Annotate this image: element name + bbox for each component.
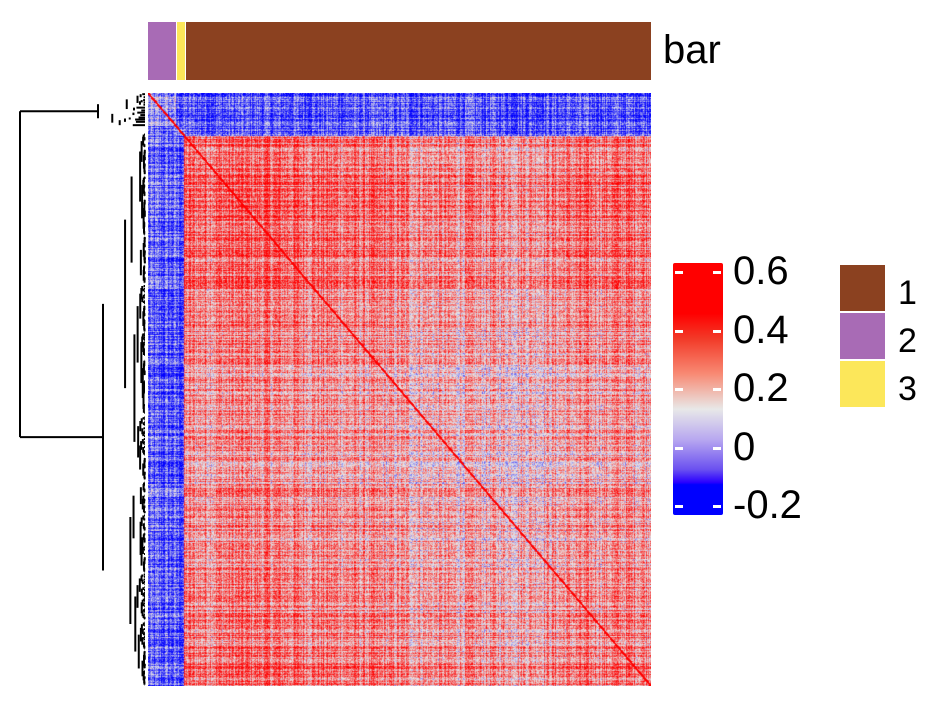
heatmap-cells xyxy=(148,93,651,686)
color-scale-tick-label: 0.2 xyxy=(733,366,789,410)
color-scale-tick-mark xyxy=(713,329,721,333)
row-dendrogram xyxy=(19,93,146,686)
annotation-group-1 xyxy=(186,22,651,80)
annotation-group-3 xyxy=(177,22,185,80)
legend-label-3: 3 xyxy=(898,370,917,408)
color-scale-tick-mark xyxy=(675,388,683,391)
legend-swatch-1 xyxy=(840,265,885,311)
color-scale-tick-mark xyxy=(675,271,683,274)
legend-swatch-3 xyxy=(840,361,885,407)
color-scale-tick-label: 0.4 xyxy=(733,307,789,352)
annotation-bar xyxy=(148,22,651,80)
color-scale-tick-mark xyxy=(675,446,683,450)
legend-swatch-2 xyxy=(840,313,885,359)
annotation-label: bar xyxy=(663,28,721,72)
annotation-group-2 xyxy=(148,22,176,80)
color-scale-tick-mark xyxy=(675,329,683,333)
color-scale-tick-mark xyxy=(713,446,721,450)
color-scale-tick-mark xyxy=(713,388,721,391)
legend-label-1: 1 xyxy=(898,274,917,312)
color-scale-tick-mark xyxy=(713,271,721,274)
annotation-gap xyxy=(185,22,186,80)
legend-label-2: 2 xyxy=(898,322,917,360)
color-scale-tick-label: 0.6 xyxy=(733,249,789,293)
color-scale-tick-label: 0 xyxy=(733,424,756,469)
color-scale-tick-mark xyxy=(713,505,721,508)
annotation-gap xyxy=(176,22,177,80)
color-scale-tick-mark xyxy=(675,505,683,508)
color-scale-tick-label: -0.2 xyxy=(733,483,802,527)
